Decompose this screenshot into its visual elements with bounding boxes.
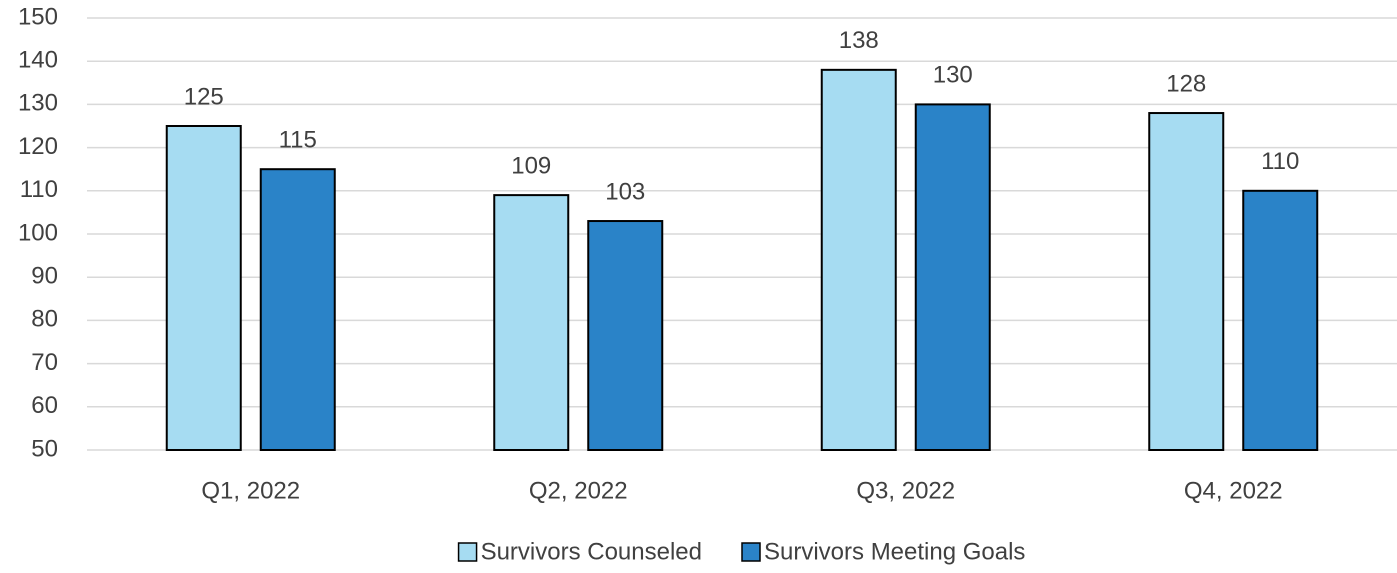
- y-tick-label: 90: [31, 263, 58, 290]
- bar: [165, 125, 242, 451]
- y-tick-label: 60: [31, 392, 58, 419]
- bar: [1148, 112, 1225, 451]
- bar: [820, 68, 897, 451]
- y-tick-label: 130: [18, 90, 58, 117]
- data-label: 130: [933, 62, 973, 89]
- y-tick-label: 80: [31, 306, 58, 333]
- x-tick-label: Q1, 2022: [201, 477, 300, 504]
- y-tick-label: 50: [31, 435, 58, 462]
- y-tick-label: 100: [18, 219, 58, 246]
- data-label: 109: [511, 152, 551, 179]
- y-tick-label: 140: [18, 47, 58, 74]
- y-tick-label: 150: [18, 3, 58, 30]
- y-tick-label: 120: [18, 133, 58, 160]
- data-label: 103: [605, 178, 645, 205]
- data-label: 125: [184, 83, 224, 110]
- x-tick-label: Q4, 2022: [1184, 477, 1283, 504]
- y-tick-label: 70: [31, 349, 58, 376]
- data-label: 115: [279, 127, 317, 154]
- bar: [1242, 189, 1319, 452]
- legend-label: Survivors Counseled: [481, 538, 702, 565]
- bar: [493, 194, 570, 451]
- legend-swatch: [741, 542, 761, 562]
- x-tick-label: Q2, 2022: [529, 477, 628, 504]
- legend-swatch: [457, 542, 478, 562]
- y-tick-label: 110: [20, 176, 58, 203]
- data-label: 110: [1261, 148, 1299, 175]
- data-label: 128: [1166, 70, 1206, 97]
- bar: [914, 103, 991, 452]
- bar: [587, 220, 664, 451]
- bar: [259, 168, 336, 451]
- x-tick-label: Q3, 2022: [856, 477, 955, 504]
- data-label: 138: [839, 27, 879, 54]
- legend-label: Survivors Meeting Goals: [764, 538, 1025, 565]
